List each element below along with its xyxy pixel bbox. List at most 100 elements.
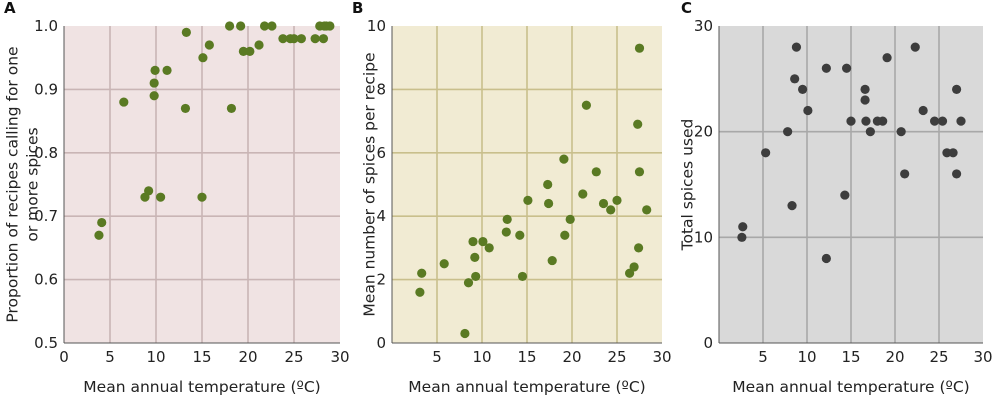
data-point xyxy=(790,74,800,84)
data-point xyxy=(798,84,808,94)
data-point xyxy=(865,127,875,137)
data-point xyxy=(181,27,191,37)
data-point xyxy=(878,116,888,126)
x-tick-label: 30 xyxy=(330,348,349,366)
data-point xyxy=(952,84,962,94)
y-tick-label: 20 xyxy=(694,123,713,141)
data-point xyxy=(484,243,494,253)
data-point xyxy=(860,84,870,94)
data-point xyxy=(581,100,592,110)
data-point xyxy=(318,34,329,44)
y-axis-title-a-line-2: or more spices xyxy=(24,127,42,241)
data-point xyxy=(896,127,906,137)
data-point xyxy=(625,268,635,278)
data-point xyxy=(737,232,747,242)
data-point xyxy=(523,195,533,205)
data-point xyxy=(948,148,958,158)
data-point xyxy=(238,46,248,56)
data-point xyxy=(821,253,831,264)
data-point xyxy=(591,167,601,177)
data-point xyxy=(197,192,207,202)
data-point xyxy=(803,105,813,116)
y-tick-label: 0 xyxy=(703,334,713,352)
data-point xyxy=(119,97,129,107)
data-point xyxy=(460,328,470,339)
y-tick-label: 30 xyxy=(694,17,713,35)
x-tick-label: 30 xyxy=(973,348,992,366)
data-point xyxy=(415,287,425,297)
data-point xyxy=(612,195,622,205)
data-point xyxy=(821,63,831,73)
y-axis-title-a-line-1: Proportion of recipes calling for one xyxy=(4,46,22,322)
data-point xyxy=(544,198,554,209)
data-point xyxy=(225,21,235,31)
data-point xyxy=(417,268,427,278)
data-point xyxy=(633,119,643,129)
data-point xyxy=(149,78,159,88)
data-point xyxy=(204,40,214,50)
data-point xyxy=(267,21,277,31)
x-tick-label: 30 xyxy=(652,348,671,366)
panel-letter-a: A xyxy=(4,0,16,17)
y-axis-title-c: Total spices used xyxy=(679,119,697,252)
x-tick-label: 25 xyxy=(607,348,626,366)
data-point xyxy=(547,255,557,266)
data-point xyxy=(842,63,852,73)
x-tick-label: 25 xyxy=(929,348,948,366)
data-point xyxy=(952,169,962,179)
data-point xyxy=(559,154,569,164)
y-tick-label: 4 xyxy=(376,207,386,225)
x-tick-label: 5 xyxy=(105,348,115,366)
x-tick-label: 20 xyxy=(885,348,904,366)
x-tick-label: 20 xyxy=(238,348,257,366)
data-point xyxy=(787,201,797,211)
y-tick-label: 10 xyxy=(367,17,386,35)
data-point xyxy=(791,42,802,52)
data-point xyxy=(956,116,966,126)
data-point xyxy=(471,271,481,282)
y-tick-label: 0.9 xyxy=(34,80,58,98)
data-point xyxy=(517,271,528,282)
data-point xyxy=(634,43,645,53)
data-point xyxy=(860,95,870,105)
y-tick-label: 8 xyxy=(376,80,386,98)
data-point xyxy=(642,205,652,215)
panel-letter-b: B xyxy=(352,0,363,17)
data-point xyxy=(296,34,306,44)
x-axis-title-c: Mean annual temperature (ºC) xyxy=(732,378,969,396)
data-point xyxy=(634,243,644,253)
y-tick-label: 0.8 xyxy=(34,144,58,162)
data-point xyxy=(97,217,107,228)
data-point xyxy=(478,236,488,247)
data-point xyxy=(245,46,255,56)
data-point xyxy=(783,127,793,137)
data-point xyxy=(543,179,553,190)
data-point xyxy=(278,34,288,44)
y-tick-label: 1.0 xyxy=(34,17,58,35)
y-axis-title-b: Mean number of spices per recipe xyxy=(361,52,379,316)
x-tick-label: 20 xyxy=(562,348,581,366)
data-point xyxy=(94,230,104,240)
data-point xyxy=(144,186,154,196)
y-tick-label: 0.7 xyxy=(34,207,58,225)
data-point xyxy=(598,198,609,209)
x-tick-label: 5 xyxy=(432,348,442,366)
data-point xyxy=(226,103,237,114)
data-point xyxy=(149,91,159,101)
x-tick-label: 25 xyxy=(284,348,303,366)
data-point xyxy=(180,103,191,114)
x-tick-label: 15 xyxy=(841,348,860,366)
y-tick-label: 0 xyxy=(376,334,386,352)
data-point xyxy=(439,259,449,269)
data-point xyxy=(930,116,940,126)
data-point xyxy=(606,205,616,215)
data-point xyxy=(254,40,264,50)
data-point xyxy=(900,169,910,179)
x-tick-label: 0 xyxy=(59,348,69,366)
data-point xyxy=(861,116,871,126)
data-point xyxy=(910,42,920,52)
data-point xyxy=(761,148,771,158)
panel-a: 0 5 10 15 20 25 30 0.5 0.6 0.7 0.8 0.9 1.0 Mean annua… xyxy=(4,0,350,396)
data-point xyxy=(463,278,474,288)
